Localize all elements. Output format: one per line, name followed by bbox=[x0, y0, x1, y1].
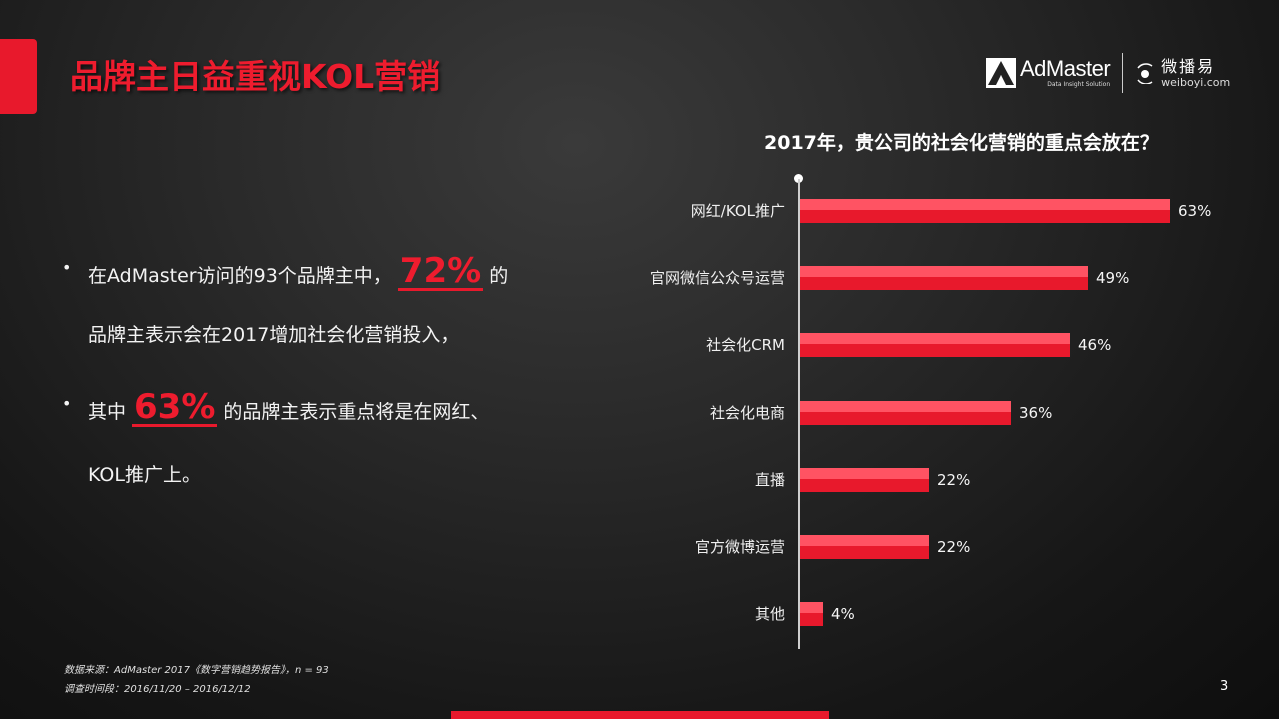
footnote-source: 数据来源：AdMaster 2017《数字营销趋势报告》，n = 93 bbox=[64, 665, 329, 676]
weiboyi-name: 微播易 bbox=[1161, 56, 1216, 76]
admaster-tagline: Data Insight Solution bbox=[1047, 81, 1111, 88]
value-label: 4% bbox=[831, 605, 855, 623]
bar-row: 社会化CRM 46% bbox=[0, 332, 1279, 358]
bullet-2-line-1: • 其中 63% 的品牌主表示重点将是在网红、 bbox=[62, 390, 489, 427]
category-label: 社会化电商 bbox=[709, 404, 785, 422]
bar bbox=[800, 266, 1088, 290]
bar bbox=[800, 468, 929, 492]
bar-row: 网红/KOL推广 63% bbox=[0, 198, 1279, 224]
category-label: 官方微博运营 bbox=[694, 538, 785, 556]
bottom-accent-bar bbox=[451, 711, 829, 719]
highlight-72-percent: 72% bbox=[397, 251, 484, 291]
page-number: 3 bbox=[1220, 679, 1229, 694]
value-label: 63% bbox=[1178, 202, 1212, 220]
bar-row: 官网微信公众号运营 49% bbox=[0, 265, 1279, 291]
footnote-period: 调查时间段：2016/11/20 – 2016/12/12 bbox=[64, 684, 251, 695]
category-label: 其他 bbox=[754, 605, 785, 623]
bullet-dot: • bbox=[62, 394, 72, 413]
bullet-text: 在AdMaster访问的93个品牌主中， bbox=[88, 265, 392, 287]
bullet-2-line-2: KOL推广上。 bbox=[88, 464, 201, 486]
bar bbox=[800, 602, 823, 626]
bullet-text: 其中 bbox=[88, 401, 127, 423]
value-label: 22% bbox=[937, 538, 971, 556]
value-label: 49% bbox=[1096, 269, 1130, 287]
bar-row: 其他 4% bbox=[0, 601, 1279, 627]
value-label: 46% bbox=[1078, 336, 1112, 354]
bar-row: 官方微博运营 22% bbox=[0, 534, 1279, 560]
axis-top-dot bbox=[794, 174, 803, 183]
category-label: 社会化CRM bbox=[706, 336, 785, 354]
slide-title: 品牌主日益重视KOL营销 bbox=[70, 57, 441, 96]
category-label: 直播 bbox=[754, 471, 785, 489]
weiboyi-signal-icon bbox=[1137, 63, 1153, 84]
value-label: 36% bbox=[1019, 404, 1053, 422]
bullet-1-line-1: • 在AdMaster访问的93个品牌主中， 72% 的 bbox=[62, 254, 508, 291]
bullet-1-line-2: 品牌主表示会在2017增加社会化营销投入， bbox=[88, 324, 460, 346]
title-accent-block bbox=[0, 39, 37, 114]
bullet-text: 的 bbox=[489, 265, 509, 287]
bullet-dot: • bbox=[62, 258, 72, 277]
weiboyi-url: weiboyi.com bbox=[1161, 75, 1231, 89]
chart-title: 2017年，贵公司的社会化营销的重点会放在？ bbox=[764, 132, 1159, 154]
footnote: 数据来源：AdMaster 2017《数字营销趋势报告》，n = 93 调查时间… bbox=[64, 661, 329, 699]
logo-group: AdMaster Data Insight Solution 微播易 weibo… bbox=[986, 52, 1230, 94]
bar bbox=[800, 401, 1011, 425]
category-label: 官网微信公众号运营 bbox=[649, 269, 785, 287]
chart-axis bbox=[798, 179, 800, 649]
bar bbox=[800, 199, 1170, 223]
bar-row: 社会化电商 36% bbox=[0, 400, 1279, 426]
admaster-a-icon bbox=[986, 58, 1016, 88]
bar bbox=[800, 535, 929, 559]
value-label: 22% bbox=[937, 471, 971, 489]
bar bbox=[800, 333, 1070, 357]
admaster-name: AdMaster bbox=[1020, 56, 1111, 81]
admaster-logo: AdMaster Data Insight Solution bbox=[1020, 56, 1111, 88]
logo-divider bbox=[1122, 53, 1124, 93]
weiboyi-logo: 微播易 weiboyi.com bbox=[1135, 56, 1231, 89]
category-label: 网红/KOL推广 bbox=[690, 202, 785, 220]
bar-row: 直播 22% bbox=[0, 467, 1279, 493]
highlight-63-percent: 63% bbox=[132, 387, 218, 427]
bullet-text: 的品牌主表示重点将是在网红、 bbox=[223, 401, 490, 423]
